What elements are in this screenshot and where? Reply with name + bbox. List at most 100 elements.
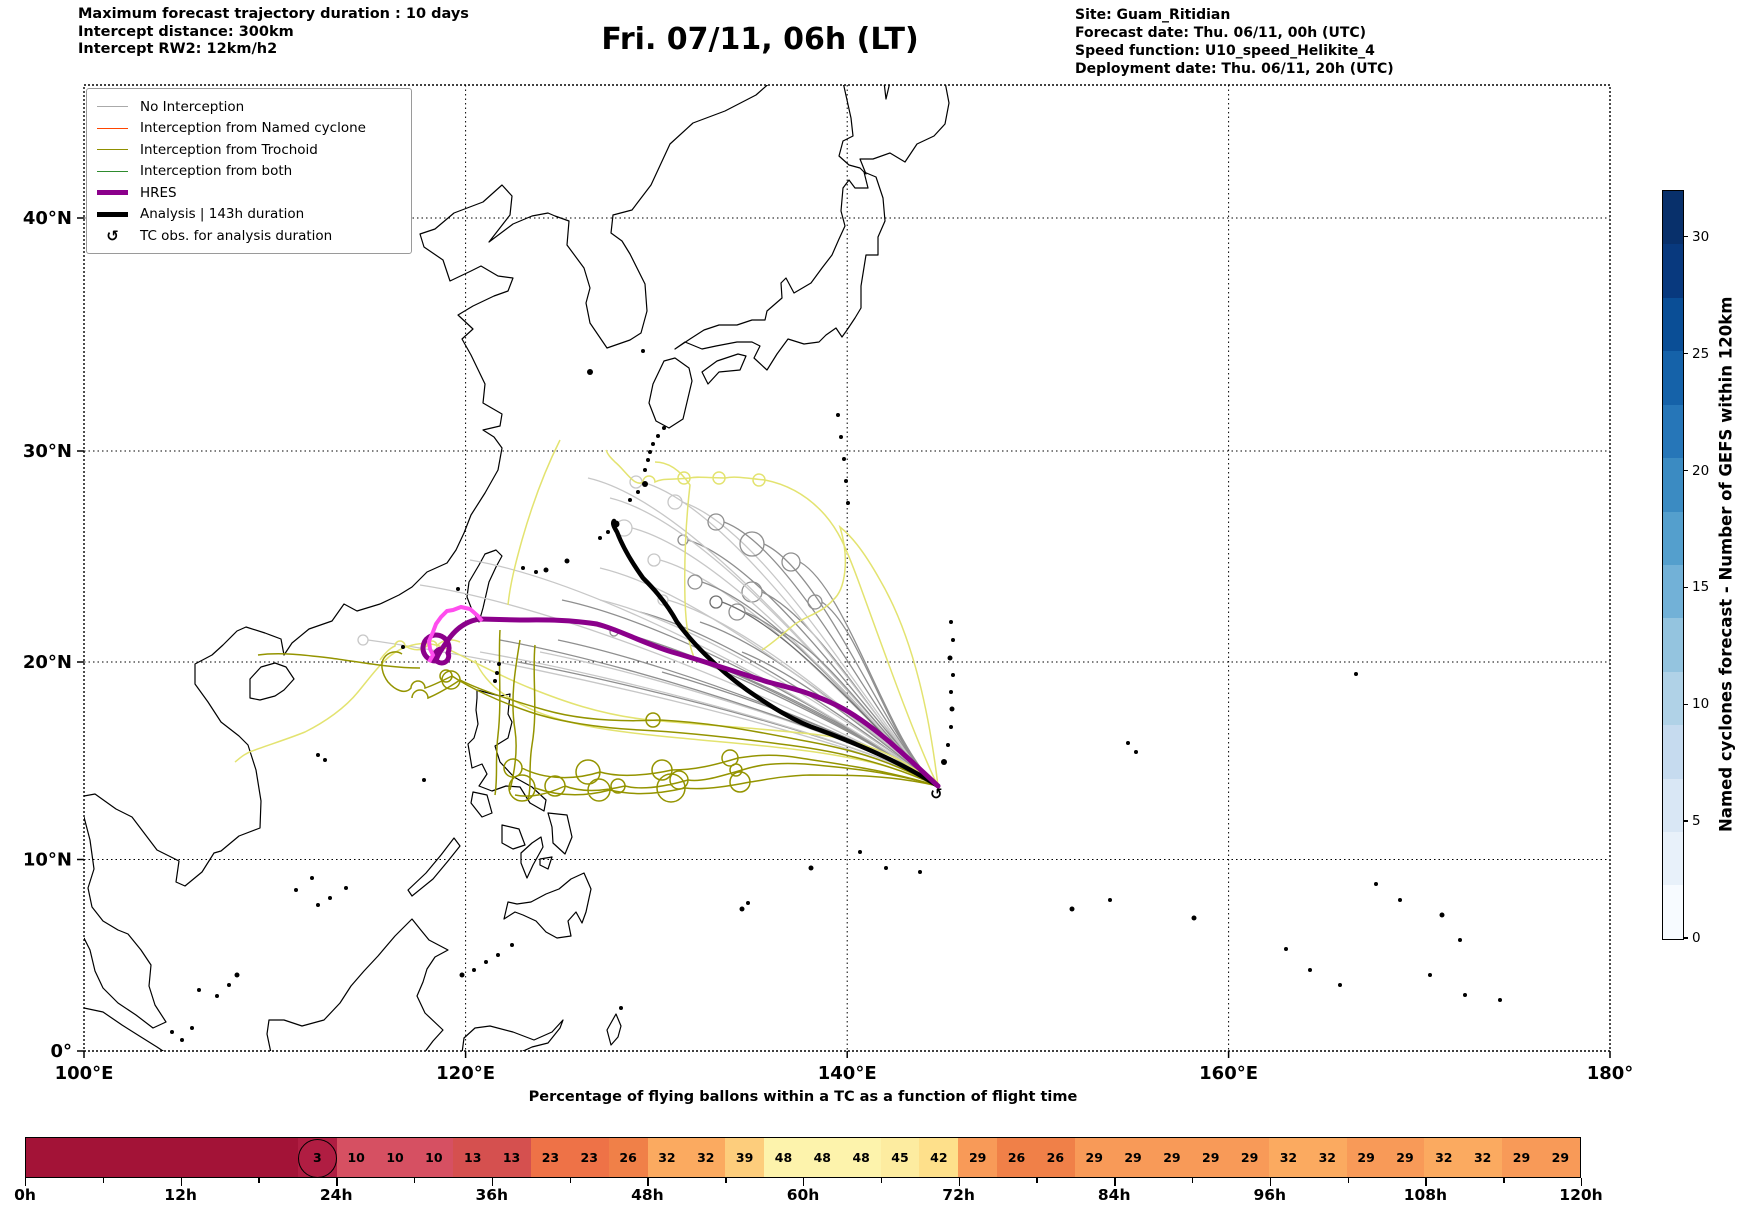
gefs-trajectory <box>677 534 939 787</box>
island-hokkaido <box>838 85 950 175</box>
lat-tick-label: 20°N <box>23 652 72 673</box>
island-dot <box>587 369 593 375</box>
legend-line-swatch <box>97 106 128 108</box>
strip-cell <box>103 1138 143 1177</box>
colorbar-tick <box>1683 703 1688 705</box>
legend-item: Interception from Named cyclone <box>97 118 401 140</box>
colorbar-step <box>1663 671 1683 726</box>
colorbar-tick <box>1683 236 1688 238</box>
gefs-trajectory <box>657 594 939 787</box>
strip-cell: 32 <box>1424 1138 1464 1177</box>
island-dot <box>808 865 814 871</box>
strip-tick-label: 36h <box>475 1186 509 1204</box>
strip-tick <box>258 1178 260 1183</box>
island-dot <box>456 587 460 591</box>
strip-tick <box>1503 1178 1505 1183</box>
strip-cell: 48 <box>764 1138 803 1177</box>
strip-cell: 26 <box>608 1138 648 1177</box>
strip-cell: 29 <box>1113 1138 1153 1177</box>
island-dot <box>323 758 327 762</box>
colorbar-step <box>1663 618 1683 672</box>
island-dot <box>949 620 953 624</box>
strip-tick <box>1581 1178 1583 1186</box>
strip-tick <box>414 1178 416 1183</box>
island-hainan <box>249 662 295 701</box>
strip-cell <box>26 1138 65 1177</box>
legend-item-label: Analysis | 143h duration <box>140 206 305 223</box>
island-dot <box>294 888 298 892</box>
island-dot <box>651 442 655 446</box>
island-dot <box>642 481 648 487</box>
island-dot <box>641 349 645 353</box>
strip-tick <box>1192 1178 1194 1183</box>
strip-cell: 23 <box>569 1138 609 1177</box>
strip-cell: 29 <box>1152 1138 1192 1177</box>
island-dot <box>858 850 862 854</box>
colorbar-step <box>1663 404 1683 459</box>
legend-item: No Interception <box>97 96 401 118</box>
island-dot <box>846 501 850 505</box>
island-dot <box>316 753 320 757</box>
strip-cell: 29 <box>1191 1138 1231 1177</box>
island-dot <box>636 490 640 494</box>
strip-tick-label: 48h <box>631 1186 664 1204</box>
island-dot <box>227 983 231 987</box>
island-dot <box>646 458 650 462</box>
island-shikoku <box>701 353 747 385</box>
hres-trajectory <box>420 616 941 789</box>
strip-tick <box>1425 1178 1427 1186</box>
island-dot <box>1498 998 1502 1002</box>
gefs-trajectory <box>707 513 939 787</box>
island-dot <box>951 638 955 642</box>
island-kyushu <box>648 357 693 429</box>
legend-item-label: Interception from Trochoid <box>140 141 318 158</box>
strip-cell: 32 <box>1307 1138 1347 1177</box>
island-dot <box>949 690 953 694</box>
strip-cell: 48 <box>802 1138 842 1177</box>
island-dot <box>947 655 953 661</box>
island-mindoro <box>470 791 493 818</box>
colorbar-tick-label: 25 <box>1692 345 1710 362</box>
colorbar-step <box>1663 244 1683 298</box>
legend-line-swatch <box>97 127 128 129</box>
colorbar-tick-label: 10 <box>1692 696 1710 713</box>
circled-value-marker <box>298 1139 338 1178</box>
legend-line-swatch <box>97 211 128 217</box>
island-dot <box>949 725 953 729</box>
legend-item: Interception from Trochoid <box>97 139 401 161</box>
strip-tick <box>102 1178 105 1183</box>
island-dot <box>316 903 320 907</box>
forecast-settings-text: Maximum forecast trajectory duration : 1… <box>78 6 469 59</box>
tc-obs-icon: ↺ <box>106 226 119 245</box>
colorbar-tick <box>1683 469 1688 472</box>
strip-axis-title: Percentage of flying ballons within a TC… <box>528 1089 1078 1105</box>
strip-cell: 29 <box>1230 1138 1269 1177</box>
island-dot <box>1308 968 1312 972</box>
lon-tick-label: 160°E <box>1199 1063 1258 1084</box>
island-sakhalin-tip <box>883 85 890 100</box>
island-dot <box>497 662 501 666</box>
strip-cell: 29 <box>1346 1138 1386 1177</box>
strip-tick <box>1036 1178 1038 1183</box>
colorbar-step <box>1663 832 1683 886</box>
colorbar-tick <box>1683 586 1688 589</box>
deployment-date-line: Deployment date: Thu. 06/11, 20h (UTC) <box>1075 61 1394 77</box>
gefs-trajectory <box>807 594 939 787</box>
colorbar-tick-label: 30 <box>1692 228 1710 245</box>
island-dot <box>839 435 843 439</box>
tc-obs-marker: ↺ <box>930 785 943 803</box>
strip-tick-label: 84h <box>1097 1186 1131 1204</box>
trochoid-trajectory-light <box>761 524 939 787</box>
legend-item: HRES <box>97 182 401 204</box>
gefs-trajectory <box>739 531 939 787</box>
island-dot <box>648 450 652 454</box>
island-dot <box>918 870 922 874</box>
island-dot <box>190 1026 194 1030</box>
island-dot <box>422 778 426 782</box>
strip-tick <box>180 1178 182 1186</box>
island-dot <box>234 972 240 978</box>
island-dot <box>836 413 840 417</box>
lon-tick-label: 120°E <box>436 1063 495 1084</box>
island-dot <box>344 886 348 890</box>
